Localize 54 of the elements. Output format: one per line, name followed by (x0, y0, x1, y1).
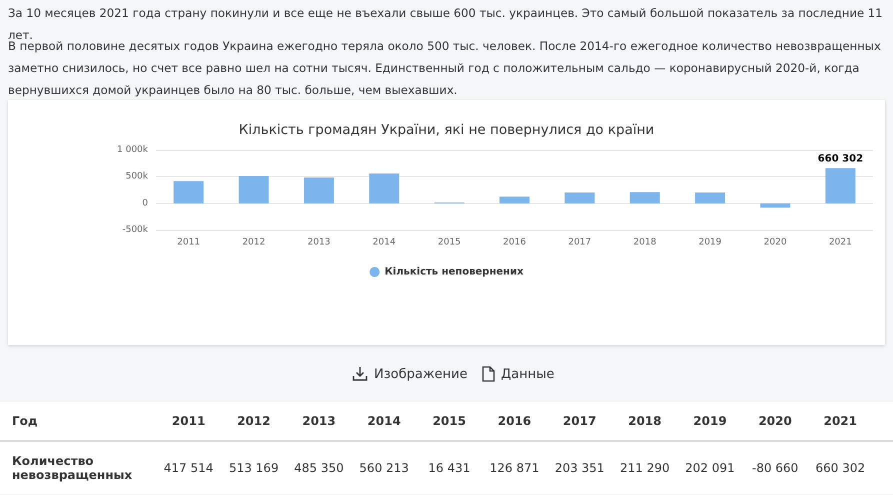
category-label: 2019 (693, 414, 727, 428)
legend-label: Кількість неповернених (384, 266, 524, 278)
bar (825, 168, 856, 204)
data-label: 485 350 (293, 460, 345, 477)
bar (695, 192, 726, 204)
category-label: 2020 (758, 414, 792, 428)
x-tick-label: 2012 (242, 238, 266, 248)
chart-title: Кількість громадян України, які не повернулися до країни (238, 122, 654, 138)
y-tick-label: 500k (126, 172, 149, 182)
bar (760, 203, 790, 208)
data-label: 16 431 (427, 460, 472, 477)
x-tick-label: 2015 (438, 238, 461, 248)
category-label: 2018 (628, 414, 662, 428)
bar (238, 176, 269, 204)
data-label: -80 660 (750, 460, 800, 477)
category-label: 2013 (302, 414, 336, 428)
category-label: 2016 (498, 414, 532, 428)
category-label: 2011 (172, 414, 206, 428)
x-tick-label: 2014 (372, 238, 396, 248)
text: Данные (501, 366, 554, 382)
category-label: 2014 (367, 414, 401, 428)
x-tick-label: 2019 (698, 238, 722, 248)
data-label: 126 871 (488, 460, 540, 477)
x-tick-label: 2011 (177, 238, 200, 248)
data-label: 560 213 (358, 460, 410, 477)
y-tick-label: -500k (122, 225, 149, 235)
bar (369, 173, 400, 204)
bar (500, 196, 530, 204)
data-label: 417 514 (162, 460, 214, 477)
annotation: 660 302 (818, 154, 864, 165)
y-tick-label: 1 000k (117, 145, 149, 155)
data-label: 660 302 (814, 460, 866, 477)
data-label: 202 091 (684, 460, 736, 477)
category-label: 2021 (824, 414, 858, 428)
x-tick-label: 2017 (568, 238, 592, 248)
bar (304, 177, 334, 204)
y-tick-label: 0 (142, 198, 148, 208)
text: Год (0, 402, 156, 441)
x-tick-label: 2018 (633, 238, 657, 248)
text: Количество невозвращенных (11, 453, 134, 484)
bar (564, 192, 595, 204)
category-label: 2012 (237, 414, 270, 428)
data-label: 513 169 (228, 460, 280, 477)
data-label: 211 290 (618, 460, 671, 477)
x-tick-label: 2021 (828, 238, 852, 248)
data-label: 203 351 (554, 460, 606, 477)
category-label: 2017 (562, 414, 596, 428)
category-label: 2015 (432, 414, 466, 428)
x-tick-label: 2020 (764, 238, 787, 248)
text: Изображение (374, 366, 468, 382)
bar (630, 192, 660, 204)
x-tick-label: 2016 (503, 238, 526, 248)
x-tick-label: 2013 (308, 238, 330, 248)
bar (174, 181, 204, 204)
